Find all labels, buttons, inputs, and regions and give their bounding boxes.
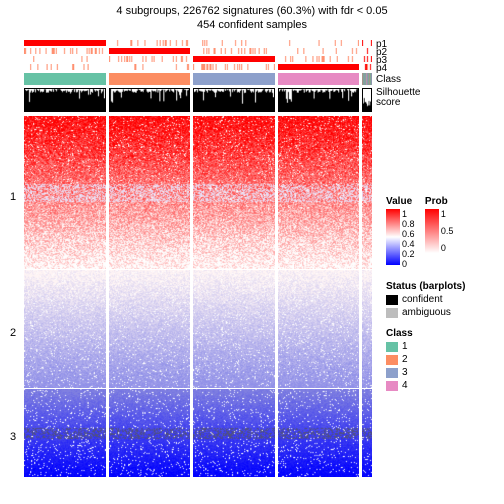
value-tick: 0.2 [402, 249, 415, 259]
prob-tick: 0.5 [441, 226, 454, 236]
p-track-3 [24, 56, 372, 62]
silhouette-cell [193, 88, 275, 112]
p-track-4 [24, 64, 372, 70]
class-legend-item: 3 [386, 367, 413, 378]
value-tick: 0 [402, 259, 415, 269]
p-track-2 [24, 48, 372, 54]
silhouette-row [24, 88, 372, 112]
status-legend-item: ambiguous [386, 307, 500, 318]
prob-legend-title: Prob [425, 196, 448, 207]
heatmap-row-label: 3 [10, 431, 16, 443]
title-line-2: 454 confident samples [0, 18, 504, 32]
value-legend-title: Value [386, 196, 412, 207]
class-legend-title: Class [386, 328, 413, 339]
prob-tick: 1 [441, 209, 454, 219]
prob-legend: Prob 1 0.5 0 [425, 190, 448, 253]
value-tick: 0.4 [402, 239, 415, 249]
value-legend: Value 1 0.8 0.6 0.4 0.2 0 [386, 190, 412, 265]
class-track [24, 73, 372, 85]
value-ticks: 1 0.8 0.6 0.4 0.2 0 [402, 209, 415, 265]
heatmap-section-2 [24, 270, 372, 388]
p-track-1 [24, 40, 372, 46]
prob-tick: 0 [441, 243, 454, 253]
silhouette-cell [24, 88, 106, 112]
class-legend-item: 1 [386, 341, 413, 352]
figure-container: 4 subgroups, 226762 signatures (60.3%) w… [0, 0, 504, 504]
heatmap-section-3 [24, 389, 372, 477]
class-legend-item: 4 [386, 380, 413, 391]
legend-area: Value 1 0.8 0.6 0.4 0.2 0 Prob 1 0.5 0 [386, 40, 500, 498]
title-line-1: 4 subgroups, 226762 signatures (60.3%) w… [0, 4, 504, 18]
status-legend: Status (barplots) confident ambiguous [386, 281, 500, 318]
silhouette-cell [362, 88, 372, 112]
heatmap [24, 116, 372, 477]
prob-ticks: 1 0.5 0 [441, 209, 454, 253]
status-legend-title: Status (barplots) [386, 281, 500, 292]
heatmap-section-1 [24, 116, 372, 269]
silhouette-cell [109, 88, 191, 112]
class-cell [278, 73, 360, 85]
silhouette-cell [278, 88, 360, 112]
value-gradient: 1 0.8 0.6 0.4 0.2 0 [386, 209, 400, 265]
value-tick: 0.6 [402, 229, 415, 239]
class-cell [109, 73, 191, 85]
class-cell [24, 73, 106, 85]
class-legend-item: 2 [386, 354, 413, 365]
figure-title: 4 subgroups, 226762 signatures (60.3%) w… [0, 0, 504, 33]
value-tick: 1 [402, 209, 415, 219]
plot-area: p1 p2 p3 p4 Class Silhouette score 123 [24, 40, 372, 498]
prob-gradient: 1 0.5 0 [425, 209, 439, 253]
class-cell [193, 73, 275, 85]
class-legend: Class 1 2 3 4 [386, 322, 413, 391]
status-legend-item: confident [386, 294, 500, 305]
p-tracks [24, 40, 372, 70]
value-tick: 0.8 [402, 219, 415, 229]
heatmap-row-label: 2 [10, 327, 16, 339]
class-cell [362, 73, 372, 85]
heatmap-row-label: 1 [10, 191, 16, 203]
